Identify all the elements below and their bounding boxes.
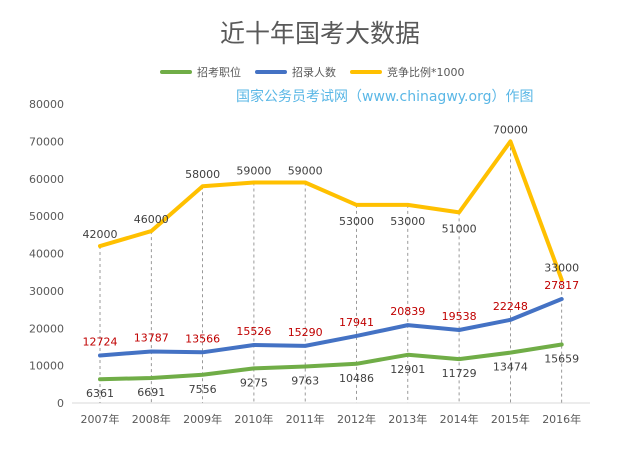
data-label: 53000: [339, 215, 374, 228]
data-label: 10486: [339, 372, 374, 385]
data-label: 51000: [442, 222, 477, 235]
data-label: 13474: [493, 361, 528, 374]
x-tick-label: 2016年: [542, 412, 581, 426]
legend-item-positions: 招考职位: [160, 64, 241, 80]
x-tick-label: 2007年: [81, 412, 120, 426]
data-label: 27817: [544, 279, 579, 292]
data-label: 20839: [390, 305, 425, 318]
x-tick-label: 2011年: [286, 412, 325, 426]
legend-item-ratio: 竞争比例*1000: [350, 64, 465, 80]
y-tick-label: 10000: [29, 360, 64, 373]
series-line: [98, 342, 564, 382]
data-label: 15659: [544, 352, 579, 365]
x-tick-label: 2013年: [388, 412, 427, 426]
data-label: 58000: [185, 168, 220, 181]
data-label: 42000: [83, 228, 118, 241]
legend-label-hires: 招录人数: [292, 66, 336, 79]
y-tick-label: 60000: [29, 173, 64, 186]
legend-swatch-ratio: [350, 70, 382, 74]
y-tick-label: 0: [57, 397, 64, 410]
legend-label-positions: 招考职位: [197, 66, 241, 79]
legend-swatch-hires: [255, 70, 287, 74]
x-tick-label: 2012年: [337, 412, 376, 426]
data-label: 13566: [185, 332, 220, 345]
data-label: 6361: [86, 387, 114, 400]
data-label: 53000: [390, 215, 425, 228]
legend-swatch-positions: [160, 70, 192, 74]
series-line: [98, 297, 564, 358]
x-tick-label: 2009年: [183, 412, 222, 426]
data-label: 19538: [442, 310, 477, 323]
y-tick-label: 50000: [29, 210, 64, 223]
watermark-credit: 国家公务员考试网（www.chinagwy.org）作图: [236, 89, 534, 105]
data-label: 22248: [493, 300, 528, 313]
data-label: 7556: [189, 383, 217, 396]
data-label: 12724: [83, 335, 118, 348]
data-label: 33000: [544, 262, 579, 275]
legend-item-hires: 招录人数: [255, 64, 336, 80]
y-tick-label: 80000: [29, 98, 64, 111]
data-label: 70000: [493, 123, 528, 136]
data-label: 15526: [236, 325, 271, 338]
y-tick-label: 70000: [29, 135, 64, 148]
y-tick-label: 30000: [29, 285, 64, 298]
x-tick-label: 2014年: [440, 412, 479, 426]
data-label: 6691: [137, 386, 165, 399]
y-tick-label: 20000: [29, 322, 64, 335]
x-tick-label: 2015年: [491, 412, 530, 426]
data-label: 12901: [390, 363, 425, 376]
data-label: 15290: [288, 326, 323, 339]
x-tick-label: 2008年: [132, 412, 171, 426]
legend: 招考职位 招录人数 竞争比例*1000: [160, 64, 465, 80]
data-label: 13787: [134, 331, 169, 344]
series-line: [98, 139, 564, 282]
legend-label-ratio: 竞争比例*1000: [387, 66, 465, 79]
data-label: 17941: [339, 316, 374, 329]
chart-title: 近十年国考大数据: [219, 19, 420, 48]
data-label: 11729: [442, 367, 477, 380]
y-tick-label: 40000: [29, 248, 64, 261]
data-label: 59000: [288, 164, 323, 177]
data-label: 9763: [291, 375, 319, 388]
data-label: 9275: [240, 376, 268, 389]
data-label: 46000: [134, 213, 169, 226]
data-label: 59000: [236, 164, 271, 177]
x-tick-label: 2010年: [234, 412, 273, 426]
